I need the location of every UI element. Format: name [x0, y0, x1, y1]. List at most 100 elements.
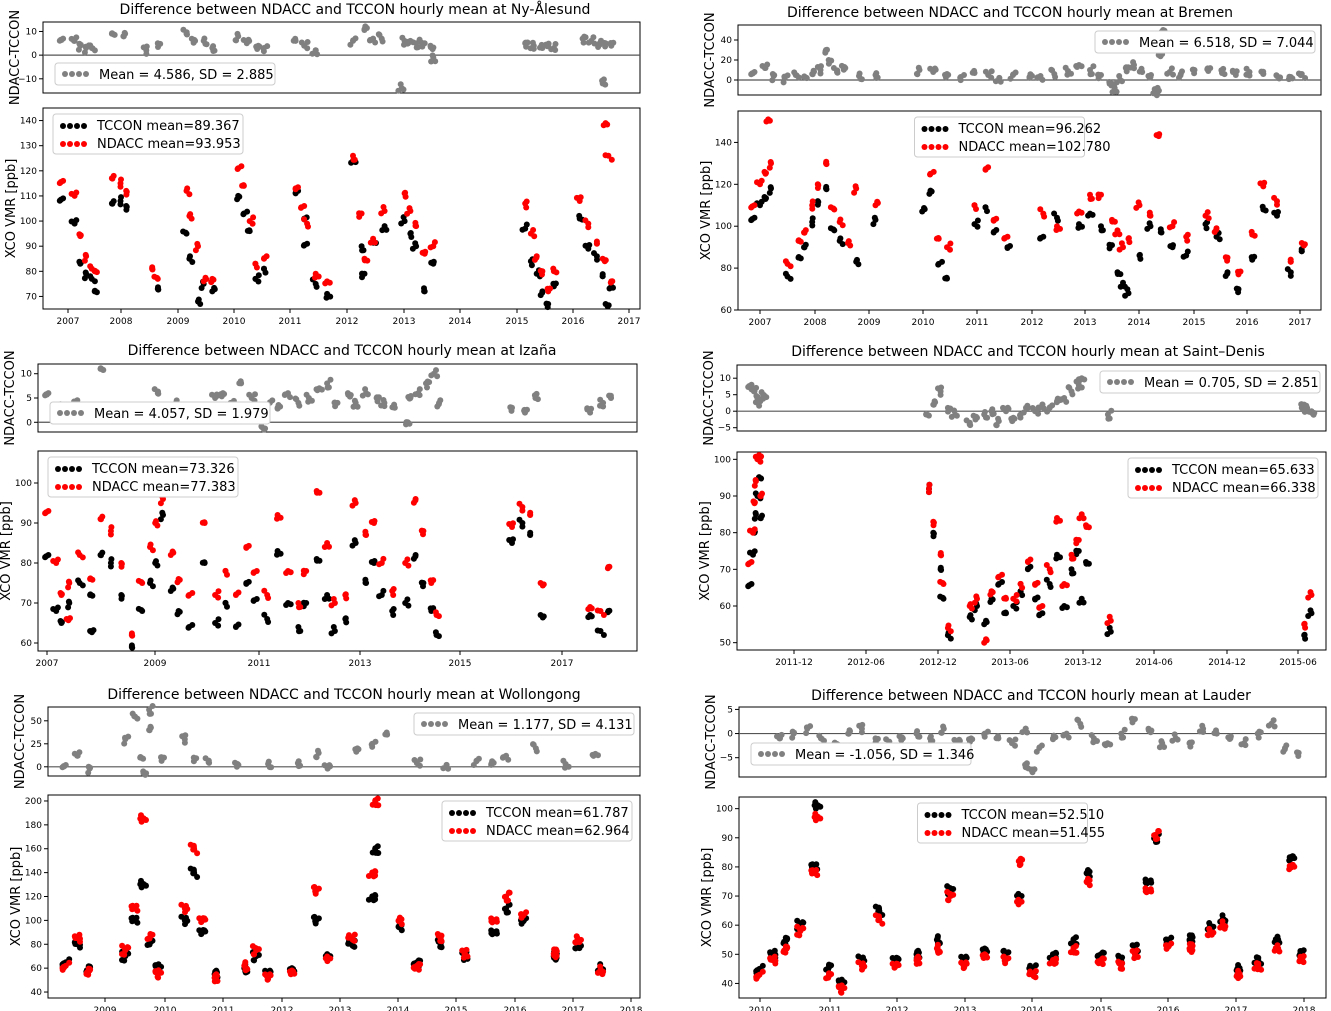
tccon-point: [87, 591, 94, 598]
ndacc-point: [794, 923, 801, 930]
diff-point: [397, 81, 404, 88]
diff-panel: 40 20 0 NDACC-TCCON Mean = 6.518, SD = 7.044: [703, 12, 1322, 108]
tccon-legend-label: TCCON mean=73.326: [91, 462, 235, 477]
ndacc-point: [930, 519, 937, 526]
diff-point: [362, 23, 369, 30]
ndacc-point: [608, 156, 615, 163]
diff-point: [321, 762, 328, 769]
diff-point: [125, 733, 132, 740]
diff-point: [963, 417, 970, 424]
tccon-point: [1073, 547, 1080, 554]
tccon-point: [91, 287, 98, 294]
ndacc-point: [847, 242, 854, 249]
tccon-point: [1032, 596, 1039, 603]
diff-point: [395, 87, 402, 94]
x-tick-label: 2016: [562, 317, 585, 327]
diff-point: [245, 36, 252, 43]
tccon-point: [871, 214, 878, 221]
ndacc-point: [523, 204, 530, 211]
diff-point: [347, 41, 354, 48]
diff-point: [803, 730, 810, 737]
tccon-point: [1289, 853, 1296, 860]
tccon-point: [368, 559, 375, 565]
tccon-point: [359, 247, 366, 254]
x-tick-label: 2013: [954, 1006, 977, 1011]
ndacc-point: [841, 985, 848, 991]
legend-marker: [1156, 485, 1162, 491]
tccon-point: [815, 199, 822, 205]
main-legend: TCCON mean=61.787 NDACC mean=62.964: [441, 800, 633, 842]
tccon-point: [894, 955, 901, 962]
tccon-point: [107, 563, 114, 570]
ndacc-point: [1025, 558, 1031, 565]
ndacc-point: [1017, 861, 1024, 868]
diff-point: [429, 46, 436, 53]
legend-marker: [449, 810, 455, 816]
tccon-point: [190, 870, 197, 877]
tccon-point: [1297, 948, 1304, 954]
diff-point: [264, 43, 271, 50]
legend-marker: [74, 141, 80, 147]
tccon-point: [330, 624, 337, 630]
ndacc-point: [419, 249, 426, 256]
tccon-point: [349, 942, 356, 949]
x-tick-label: 2007: [57, 317, 80, 327]
main-legend: TCCON mean=96.262 NDACC mean=102.780: [914, 116, 1110, 158]
y-tick-label: 110: [20, 192, 37, 202]
tccon-point: [501, 905, 508, 912]
tccon-point: [194, 874, 201, 880]
main-ylabel: XCO VMR [ppb]: [0, 501, 14, 601]
station-panel-3: Difference between NDACC and TCCON hourl…: [698, 344, 1327, 668]
diff-ylabel: NDACC-TCCON: [13, 694, 28, 789]
diff-point: [1271, 723, 1278, 730]
tccon-point: [147, 577, 154, 584]
ndacc-point: [1235, 967, 1242, 974]
diff-point: [749, 70, 756, 77]
ndacc-point: [1099, 955, 1106, 962]
legend-marker: [1107, 379, 1113, 385]
ndacc-point: [42, 510, 49, 517]
diff-point: [995, 415, 1002, 422]
ndacc-point: [945, 622, 952, 629]
legend-marker: [1142, 485, 1148, 491]
tccon-point: [1037, 235, 1044, 241]
ndacc-point: [947, 628, 954, 635]
tccon-point: [1142, 876, 1149, 883]
tccon-point: [187, 253, 193, 260]
y-tick-label: 70: [722, 892, 734, 902]
diff-point: [354, 403, 361, 410]
ndacc-point: [531, 233, 538, 240]
ndacc-point: [412, 219, 419, 226]
ndacc-point: [98, 516, 104, 523]
diff-point: [1147, 729, 1154, 736]
ndacc-point: [1271, 194, 1278, 201]
ndacc-point: [572, 939, 579, 946]
ndacc-point: [1132, 948, 1139, 954]
tccon-point: [1106, 241, 1113, 248]
tccon-point: [390, 606, 397, 612]
diff-point: [201, 35, 208, 42]
tccon-point: [313, 283, 320, 290]
diff-legend-label: Mean = 4.586, SD = 2.885: [99, 68, 274, 83]
tccon-point: [81, 275, 88, 282]
diff-point: [287, 394, 293, 401]
ndacc-point: [1032, 968, 1039, 974]
tccon-point: [1302, 635, 1309, 642]
x-tick-label: 2015: [449, 659, 472, 669]
diff-point: [193, 755, 200, 762]
y-tick-label: 60: [720, 602, 732, 612]
ndacc-point: [594, 607, 601, 614]
tccon-point: [1255, 954, 1262, 961]
tccon-point: [255, 278, 262, 285]
ndacc-point: [149, 547, 156, 554]
tccon-point: [133, 914, 140, 921]
diff-point: [217, 391, 224, 398]
diff-point: [1131, 65, 1137, 72]
ndacc-point: [745, 561, 752, 568]
diff-point: [1128, 715, 1135, 722]
tccon-point: [830, 226, 837, 233]
ndacc-point: [405, 562, 412, 569]
ndacc-point: [330, 596, 337, 602]
tccon-point: [1054, 217, 1061, 224]
diff-ylabel: NDACC-TCCON: [3, 350, 18, 445]
